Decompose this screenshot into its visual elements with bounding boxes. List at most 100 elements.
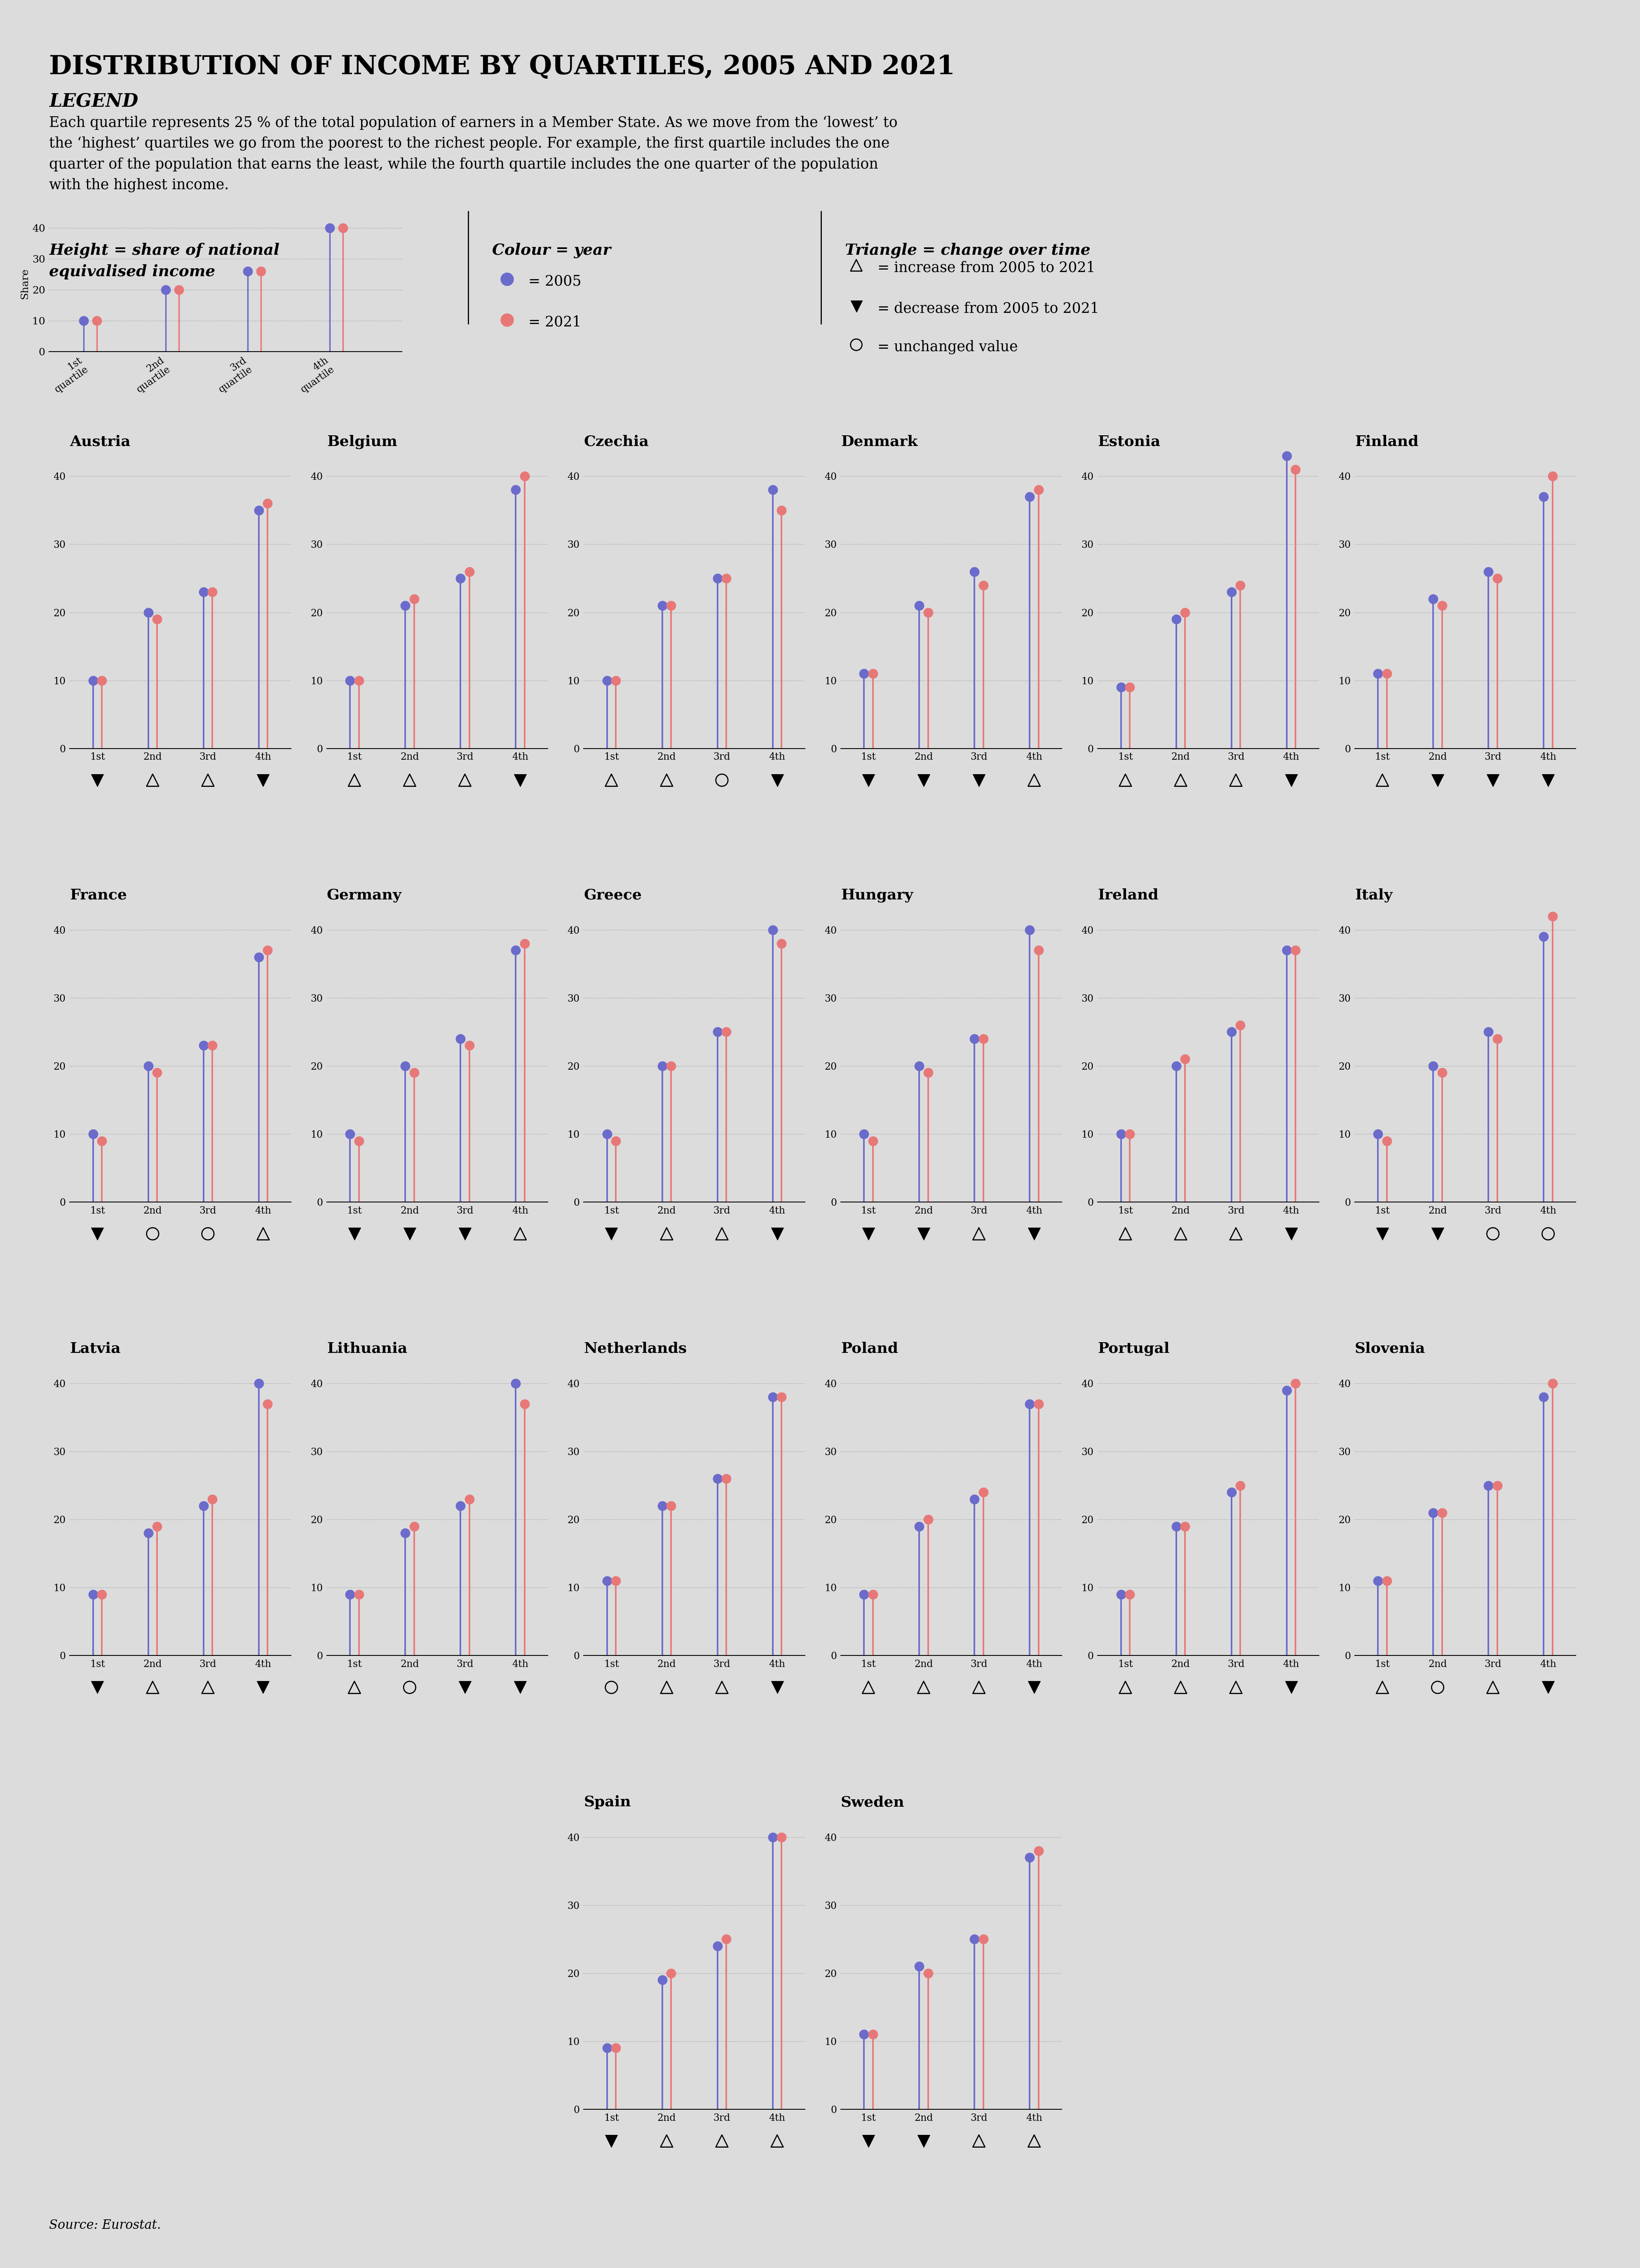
Point xyxy=(854,762,881,798)
Text: Colour = year: Colour = year xyxy=(492,243,610,259)
Point xyxy=(1117,1576,1143,1613)
Point xyxy=(1538,458,1565,494)
Point xyxy=(759,472,786,508)
Point xyxy=(1535,1216,1561,1252)
Point xyxy=(195,1216,221,1252)
Point xyxy=(708,1216,735,1252)
Point xyxy=(764,762,790,798)
Point xyxy=(1535,1669,1561,1706)
Point xyxy=(649,1962,676,1998)
Point xyxy=(969,1021,995,1057)
Point xyxy=(1273,932,1299,968)
Point xyxy=(859,1123,886,1159)
Point xyxy=(859,2016,886,2053)
Text: Slovenia: Slovenia xyxy=(1355,1343,1425,1356)
Point xyxy=(764,1669,790,1706)
Point xyxy=(768,492,794,528)
Point xyxy=(134,1515,161,1551)
Point xyxy=(1168,762,1194,798)
Point xyxy=(502,932,528,968)
Point xyxy=(843,327,869,363)
Point xyxy=(905,587,932,624)
Point xyxy=(1530,479,1556,515)
Point xyxy=(594,1563,620,1599)
Point xyxy=(1538,1365,1565,1402)
Point xyxy=(1017,1839,1043,1876)
Point xyxy=(966,1669,992,1706)
Point xyxy=(1538,898,1565,934)
Point xyxy=(851,1116,877,1152)
Point xyxy=(704,1461,730,1497)
Text: Czechia: Czechia xyxy=(584,435,649,449)
Point xyxy=(713,1921,740,1957)
Point xyxy=(1474,553,1501,590)
Point xyxy=(330,209,356,245)
Point xyxy=(1219,1474,1245,1510)
Point xyxy=(1017,912,1043,948)
Point xyxy=(198,1481,225,1517)
Text: = 2021: = 2021 xyxy=(528,315,581,329)
Point xyxy=(1424,1216,1450,1252)
Point xyxy=(859,1576,886,1613)
Point xyxy=(190,1488,216,1524)
Text: France: France xyxy=(71,889,126,903)
Point xyxy=(905,1508,932,1545)
Point xyxy=(1171,1041,1197,1077)
Point xyxy=(1369,762,1396,798)
Point xyxy=(397,1216,423,1252)
Point xyxy=(594,662,620,699)
Point xyxy=(153,272,179,308)
Point xyxy=(1484,560,1510,596)
Point xyxy=(190,1027,216,1064)
Point xyxy=(139,762,166,798)
Point xyxy=(708,2123,735,2159)
Point xyxy=(336,1576,362,1613)
Point xyxy=(1273,1372,1299,1408)
Point xyxy=(713,1461,740,1497)
Point xyxy=(397,1669,423,1706)
Point xyxy=(451,1216,477,1252)
Point xyxy=(1479,1669,1506,1706)
Text: Netherlands: Netherlands xyxy=(584,1343,687,1356)
Point xyxy=(1278,762,1304,798)
Point xyxy=(905,1948,932,1984)
Point xyxy=(1020,1669,1046,1706)
Text: Denmark: Denmark xyxy=(841,435,917,449)
Point xyxy=(1282,451,1309,488)
Point xyxy=(1424,1669,1450,1706)
Point xyxy=(1017,479,1043,515)
Point xyxy=(1020,2123,1046,2159)
Point xyxy=(249,1216,276,1252)
Point xyxy=(1282,932,1309,968)
Point xyxy=(1273,438,1299,474)
Point xyxy=(1535,762,1561,798)
Text: Each quartile represents 25 % of the total population of earners in a Member Sta: Each quartile represents 25 % of the tot… xyxy=(49,116,897,193)
Point xyxy=(851,655,877,692)
Point xyxy=(254,485,280,522)
Text: Poland: Poland xyxy=(841,1343,897,1356)
Point xyxy=(602,1563,628,1599)
Point xyxy=(249,762,276,798)
Point xyxy=(768,1379,794,1415)
Text: Belgium: Belgium xyxy=(326,435,397,449)
Text: = 2005: = 2005 xyxy=(528,274,581,288)
Point xyxy=(502,472,528,508)
Point xyxy=(594,2030,620,2066)
Point xyxy=(494,261,520,297)
Point xyxy=(346,662,372,699)
Point xyxy=(1373,655,1399,692)
Point xyxy=(195,1669,221,1706)
Point xyxy=(89,1576,115,1613)
Point xyxy=(961,553,987,590)
Text: Latvia: Latvia xyxy=(71,1343,121,1356)
Point xyxy=(1222,1669,1248,1706)
Point xyxy=(966,1216,992,1252)
Point xyxy=(658,1955,684,1991)
Point xyxy=(1369,1216,1396,1252)
Text: LEGEND: LEGEND xyxy=(49,93,138,111)
Point xyxy=(1025,932,1051,968)
Point xyxy=(1163,1048,1189,1084)
Text: Austria: Austria xyxy=(71,435,131,449)
Point xyxy=(341,762,367,798)
Point xyxy=(658,1488,684,1524)
